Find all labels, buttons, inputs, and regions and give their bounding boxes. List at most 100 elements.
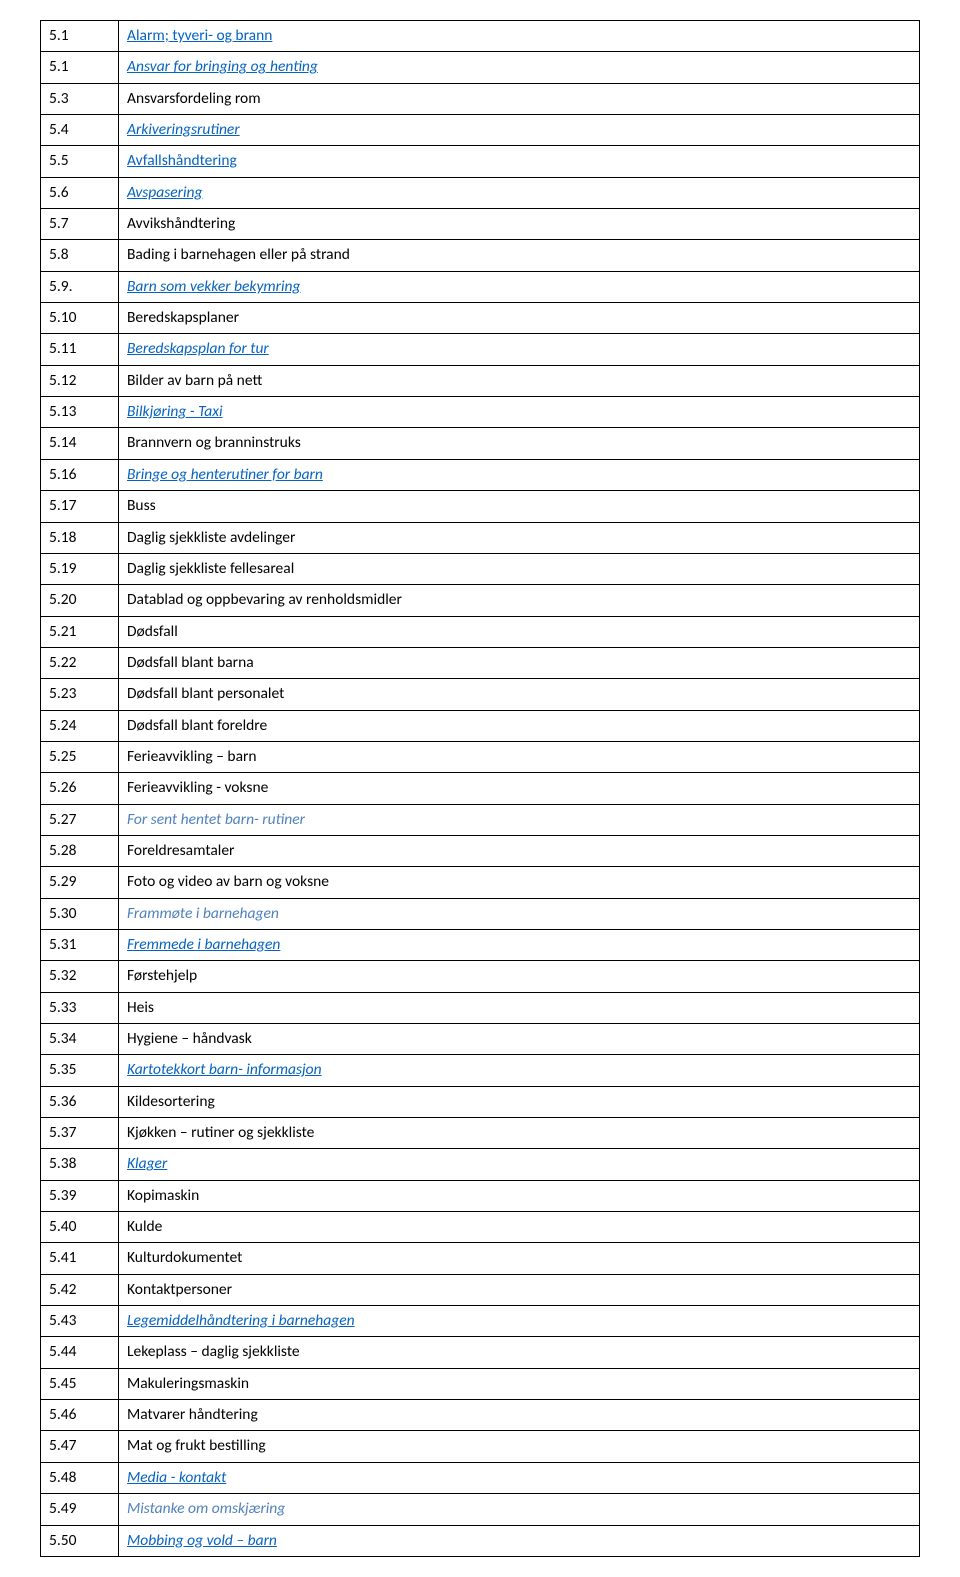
table-row: 5.1 Ansvar for bringing og henting [41, 52, 920, 83]
row-number: 5.41 [41, 1243, 119, 1274]
row-text[interactable]: Kartotekkort barn- informasjon [127, 1060, 322, 1079]
row-text-cell: Foto og video av barn og voksne [119, 867, 920, 898]
row-text-cell: Mistanke om omskjæring [119, 1494, 920, 1525]
row-text: Ansvarsfordeling rom [127, 89, 261, 108]
table-row: 5.16 Bringe og henterutiner for barn [41, 459, 920, 490]
row-text-cell: Brannvern og branninstruks [119, 428, 920, 459]
table-row: 5.20Datablad og oppbevaring av renholdsm… [41, 585, 920, 616]
table-row: 5.22 Dødsfall blant barna [41, 647, 920, 678]
row-text-cell: Lekeplass – daglig sjekkliste [119, 1337, 920, 1368]
row-text[interactable]: Ansvar for bringing og henting [127, 57, 318, 76]
row-text: Mistanke om omskjæring [127, 1499, 285, 1518]
table-row: 5.40 Kulde [41, 1212, 920, 1243]
row-number: 5.45 [41, 1368, 119, 1399]
row-text: Avvikshåndtering [127, 214, 235, 233]
row-text-cell: Kopimaskin [119, 1180, 920, 1211]
row-text-cell: Kildesortering [119, 1086, 920, 1117]
row-text: Kopimaskin [127, 1186, 199, 1205]
row-number: 5.10 [41, 303, 119, 334]
row-number: 5.25 [41, 741, 119, 772]
row-text-cell: Kjøkken – rutiner og sjekkliste [119, 1118, 920, 1149]
row-text-cell: Mobbing og vold – barn [119, 1525, 920, 1556]
row-text[interactable]: Klager [127, 1154, 167, 1173]
table-row: 5.38Klager [41, 1149, 920, 1180]
row-text-cell: Ferieavvikling - voksne [119, 773, 920, 804]
row-text[interactable]: Alarm; tyveri- og brann [127, 26, 272, 45]
row-text[interactable]: Avspasering [127, 183, 203, 202]
row-text: Foto og video av barn og voksne [127, 872, 329, 891]
row-text: Heis [127, 998, 154, 1017]
row-text[interactable]: Bilkjøring - Taxi [127, 402, 223, 421]
row-text: Dødsfall blant personalet [127, 684, 284, 703]
row-text: Bading i barnehagen eller på strand [127, 245, 350, 264]
row-text: Mat og frukt bestilling [127, 1436, 266, 1455]
row-text: Dødsfall blant barna [127, 653, 254, 672]
row-number: 5.37 [41, 1118, 119, 1149]
row-number: 5.13 [41, 397, 119, 428]
row-number: 5.27 [41, 804, 119, 835]
row-text: Frammøte i barnehagen [127, 904, 279, 923]
table-row: 5.47 Mat og frukt bestilling [41, 1431, 920, 1462]
table-row: 5.11Beredskapsplan for tur [41, 334, 920, 365]
row-number: 5.16 [41, 459, 119, 490]
row-text-cell: Daglig sjekkliste fellesareal [119, 553, 920, 584]
row-text-cell: Dødsfall blant barna [119, 647, 920, 678]
row-number: 5.30 [41, 898, 119, 929]
table-row: 5.39Kopimaskin [41, 1180, 920, 1211]
row-text: Dødsfall [127, 622, 178, 641]
row-number: 5.18 [41, 522, 119, 553]
table-row: 5.30 Frammøte i barnehagen [41, 898, 920, 929]
row-number: 5.17 [41, 491, 119, 522]
row-text: Hygiene – håndvask [127, 1029, 252, 1048]
table-row: 5.17Buss [41, 491, 920, 522]
row-number: 5.5 [41, 146, 119, 177]
row-text: Kulturdokumentet [127, 1248, 242, 1267]
table-row: 5.25Ferieavvikling – barn [41, 741, 920, 772]
table-row: 5.8 Bading i barnehagen eller på strand [41, 240, 920, 271]
row-text[interactable]: Legemiddelhåndtering i barnehagen [127, 1311, 355, 1330]
row-text: Daglig sjekkliste avdelinger [127, 528, 295, 547]
row-text[interactable]: Media - kontakt [127, 1468, 226, 1487]
row-text-cell: Ansvarsfordeling rom [119, 83, 920, 114]
row-text[interactable]: Bringe og henterutiner for barn [127, 465, 323, 484]
row-text: Foreldresamtaler [127, 841, 234, 860]
table-row: 5.33Heis [41, 992, 920, 1023]
table-row: 5.48Media - kontakt [41, 1462, 920, 1493]
row-text-cell: Foreldresamtaler [119, 835, 920, 866]
row-text-cell: Daglig sjekkliste avdelinger [119, 522, 920, 553]
row-text[interactable]: Avfallshåndtering [127, 151, 237, 170]
row-text[interactable]: Barn som vekker bekymring [127, 277, 300, 296]
row-text[interactable]: Beredskapsplan for tur [127, 339, 269, 358]
row-text-cell: Bading i barnehagen eller på strand [119, 240, 920, 271]
row-text-cell: Avspasering [119, 177, 920, 208]
row-number: 5.19 [41, 553, 119, 584]
row-text-cell: Beredskapsplaner [119, 303, 920, 334]
row-text: For sent hentet barn- rutiner [127, 810, 305, 829]
row-text-cell: Førstehjelp [119, 961, 920, 992]
row-text[interactable]: Mobbing og vold – barn [127, 1531, 277, 1550]
row-text-cell: Dødsfall [119, 616, 920, 647]
index-table-body: 5.1 Alarm; tyveri- og brann 5.1 Ansvar for … [41, 21, 920, 1557]
table-row: 5.32Førstehjelp [41, 961, 920, 992]
row-text-cell: Avvikshåndtering [119, 209, 920, 240]
row-text-cell: Kulde [119, 1212, 920, 1243]
table-row: 5.4Arkiveringsrutiner [41, 115, 920, 146]
row-text-cell: Beredskapsplan for tur [119, 334, 920, 365]
row-number: 5.20 [41, 585, 119, 616]
row-number: 5.40 [41, 1212, 119, 1243]
row-text-cell: Ansvar for bringing og henting [119, 52, 920, 83]
row-text: Lekeplass – daglig sjekkliste [127, 1342, 300, 1361]
row-text: Kulde [127, 1217, 162, 1236]
row-number: 5.8 [41, 240, 119, 271]
row-text-cell: Bringe og henterutiner for barn [119, 459, 920, 490]
row-text-cell: Fremmede i barnehagen [119, 929, 920, 960]
row-text-cell: Kartotekkort barn- informasjon [119, 1055, 920, 1086]
row-number: 5.47 [41, 1431, 119, 1462]
row-text[interactable]: Fremmede i barnehagen [127, 935, 280, 954]
row-text: Kildesortering [127, 1092, 215, 1111]
table-row: 5.26Ferieavvikling - voksne [41, 773, 920, 804]
row-number: 5.1 [41, 52, 119, 83]
row-number: 5.22 [41, 647, 119, 678]
row-text[interactable]: Arkiveringsrutiner [127, 120, 240, 139]
row-number: 5.35 [41, 1055, 119, 1086]
